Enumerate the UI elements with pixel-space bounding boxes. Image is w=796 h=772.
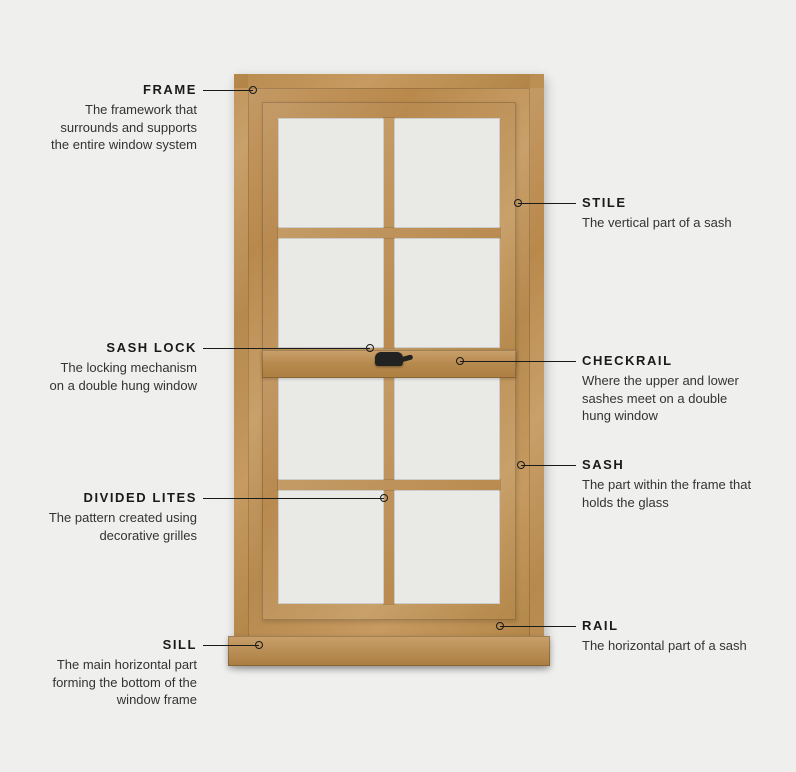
label-sill-desc: The main horizontal part forming the bot… bbox=[47, 656, 197, 709]
sash-lock-icon bbox=[375, 352, 403, 366]
label-sill: SILL The main horizontal part forming th… bbox=[47, 637, 197, 709]
label-checkrail: CHECKRAIL Where the upper and lower sash… bbox=[582, 353, 752, 425]
lower-pane-area bbox=[278, 366, 500, 604]
label-divided-lites-desc: The pattern created using decorative gri… bbox=[47, 509, 197, 544]
window-sill bbox=[228, 636, 550, 666]
label-sash: SASH The part within the frame that hold… bbox=[582, 457, 752, 511]
label-sash-lock: SASH LOCK The locking mechanism on a dou… bbox=[47, 340, 197, 394]
label-stile-desc: The vertical part of a sash bbox=[582, 214, 752, 232]
label-frame-desc: The framework that surrounds and support… bbox=[47, 101, 197, 154]
label-checkrail-title: CHECKRAIL bbox=[582, 353, 752, 368]
sash-container bbox=[262, 102, 516, 620]
diagram-canvas: FRAME The framework that surrounds and s… bbox=[0, 0, 796, 772]
label-frame-title: FRAME bbox=[47, 82, 197, 97]
label-sash-lock-title: SASH LOCK bbox=[47, 340, 197, 355]
label-sash-lock-desc: The locking mechanism on a double hung w… bbox=[47, 359, 197, 394]
upper-pane-area bbox=[278, 118, 500, 348]
lower-sash bbox=[262, 350, 516, 620]
label-rail-title: RAIL bbox=[582, 618, 752, 633]
label-sash-desc: The part within the frame that holds the… bbox=[582, 476, 752, 511]
label-divided-lites: DIVIDED LITES The pattern created using … bbox=[47, 490, 197, 544]
lower-muntin-horizontal bbox=[278, 480, 500, 490]
label-stile-title: STILE bbox=[582, 195, 752, 210]
label-frame: FRAME The framework that surrounds and s… bbox=[47, 82, 197, 154]
upper-sash bbox=[262, 102, 516, 364]
label-sash-title: SASH bbox=[582, 457, 752, 472]
label-rail: RAIL The horizontal part of a sash bbox=[582, 618, 752, 655]
upper-muntin-horizontal bbox=[278, 228, 500, 238]
label-divided-lites-title: DIVIDED LITES bbox=[47, 490, 197, 505]
label-stile: STILE The vertical part of a sash bbox=[582, 195, 752, 232]
window-illustration bbox=[234, 74, 544, 662]
label-checkrail-desc: Where the upper and lower sashes meet on… bbox=[582, 372, 752, 425]
label-rail-desc: The horizontal part of a sash bbox=[582, 637, 752, 655]
label-sill-title: SILL bbox=[47, 637, 197, 652]
